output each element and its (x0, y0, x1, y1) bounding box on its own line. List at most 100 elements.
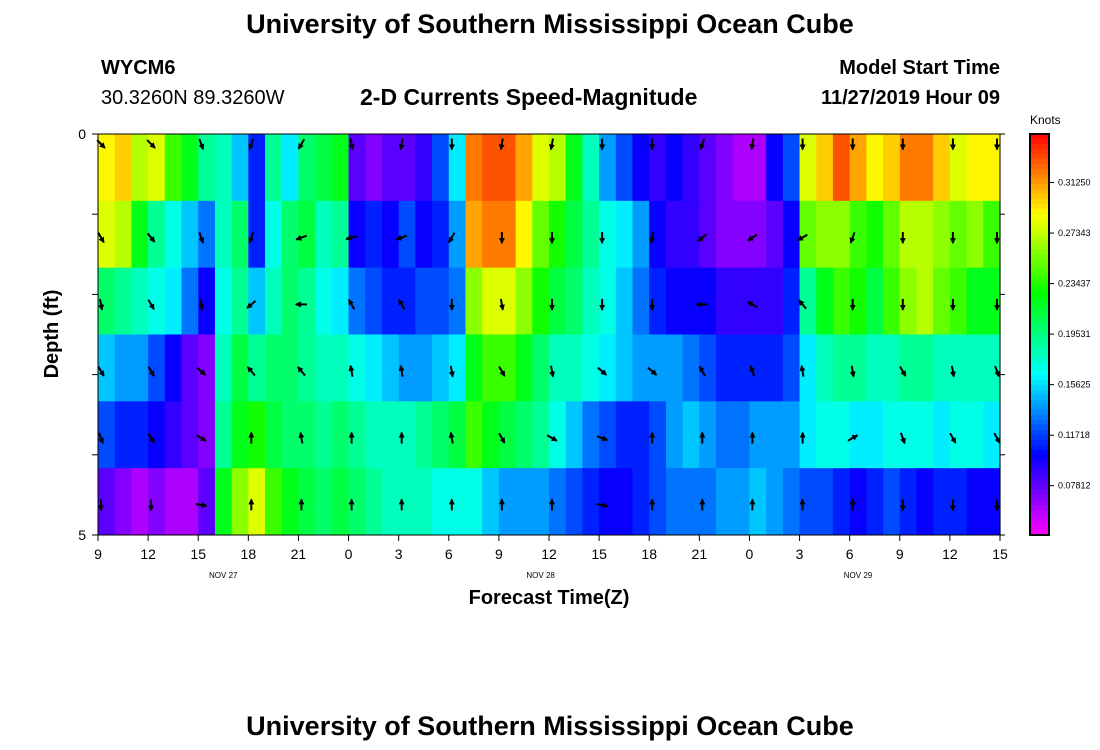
speed-cell (365, 134, 383, 202)
speed-cell (398, 200, 416, 269)
colorbar-segment (1030, 359, 1049, 366)
speed-cell (916, 468, 934, 536)
colorbar-segment (1030, 269, 1049, 275)
speed-cell (883, 401, 901, 469)
speed-cell (181, 468, 199, 536)
speed-cell (432, 468, 450, 536)
speed-cell (883, 134, 901, 202)
speed-cell (866, 200, 884, 269)
speed-cell (465, 468, 483, 536)
colorbar-segment (1030, 399, 1049, 406)
colorbar-segment (1030, 404, 1049, 411)
speed-cell (114, 401, 132, 469)
colorbar-segment (1030, 209, 1049, 215)
speed-cell (298, 200, 316, 269)
current-vector (147, 299, 155, 311)
speed-cell (214, 267, 233, 335)
current-vector (348, 138, 355, 151)
speed-cell (699, 134, 717, 202)
speed-cell (565, 200, 583, 269)
speed-cell (365, 267, 383, 335)
current-vector (649, 232, 656, 244)
speed-cell (315, 401, 333, 469)
speed-cell (933, 334, 951, 402)
speed-cell (415, 200, 433, 269)
speed-cell (599, 267, 617, 335)
speed-cell (98, 200, 116, 269)
speed-cell (265, 468, 283, 536)
speed-cell (164, 200, 183, 269)
speed-cell (649, 267, 667, 335)
speed-cell (883, 200, 901, 269)
x-tick-label: 18 (241, 546, 257, 562)
speed-cell (432, 267, 450, 335)
colorbar-segment (1030, 419, 1049, 426)
speed-cell (949, 267, 968, 335)
speed-cell (198, 401, 216, 469)
speed-cell (365, 468, 383, 536)
speed-cell (515, 200, 533, 269)
colorbar-segment (1030, 284, 1049, 290)
colorbar-segment (1030, 144, 1049, 150)
speed-cell (832, 334, 851, 402)
colorbar-segment (1030, 239, 1049, 245)
current-vector (498, 298, 505, 311)
speed-cell (749, 200, 767, 269)
speed-cell (916, 200, 934, 269)
speed-cell (766, 200, 784, 269)
speed-cell (281, 334, 300, 402)
x-tick-label: 6 (445, 546, 453, 562)
current-vector (246, 300, 257, 309)
speed-cell (933, 200, 951, 269)
speed-cell (214, 200, 233, 269)
colorbar-segment (1030, 164, 1049, 170)
speed-cell (131, 267, 149, 335)
colorbar-segment (1030, 384, 1049, 391)
colorbar-segment (1030, 509, 1049, 516)
colorbar-segment (1030, 289, 1049, 295)
speed-cell (181, 334, 199, 402)
speed-cell (498, 401, 517, 469)
speed-cell (98, 334, 116, 402)
speed-cell (899, 267, 918, 335)
colorbar-tick-label: 0.27343 (1058, 228, 1091, 238)
speed-cell (415, 401, 433, 469)
colorbar-tick-label: 0.19531 (1058, 329, 1091, 339)
speed-cell (599, 401, 617, 469)
speed-heatmap (98, 134, 1001, 536)
speed-cell (682, 334, 700, 402)
speed-cell (515, 134, 533, 202)
colorbar-segment (1030, 449, 1049, 456)
speed-cell (799, 334, 817, 402)
speed-cell (582, 468, 600, 536)
speed-cell (482, 267, 500, 335)
speed-cell (131, 334, 149, 402)
speed-cell (415, 334, 433, 402)
speed-cell (766, 267, 784, 335)
speed-cell (866, 134, 884, 202)
current-vector (899, 432, 906, 445)
colorbar-segment (1030, 444, 1049, 451)
current-vector (448, 431, 455, 444)
speed-cell (799, 401, 817, 469)
colorbar-segment (1030, 494, 1049, 501)
colorbar-segment (1030, 464, 1049, 471)
speed-cell (432, 401, 450, 469)
current-vector (398, 298, 406, 310)
speed-cell (649, 401, 667, 469)
speed-cell (599, 134, 617, 202)
speed-cell (983, 267, 1001, 335)
speed-cell (298, 334, 316, 402)
speed-cell (315, 134, 333, 202)
speed-cell (498, 468, 517, 536)
speed-cell (983, 401, 1001, 469)
speed-cell (883, 334, 901, 402)
speed-cell (632, 200, 650, 269)
current-vector (993, 432, 1001, 444)
speed-cell (331, 334, 350, 402)
speed-cell (565, 401, 583, 469)
speed-cell (816, 200, 834, 269)
speed-cell (148, 468, 166, 536)
colorbar-segment (1030, 299, 1049, 305)
speed-cell (933, 401, 951, 469)
